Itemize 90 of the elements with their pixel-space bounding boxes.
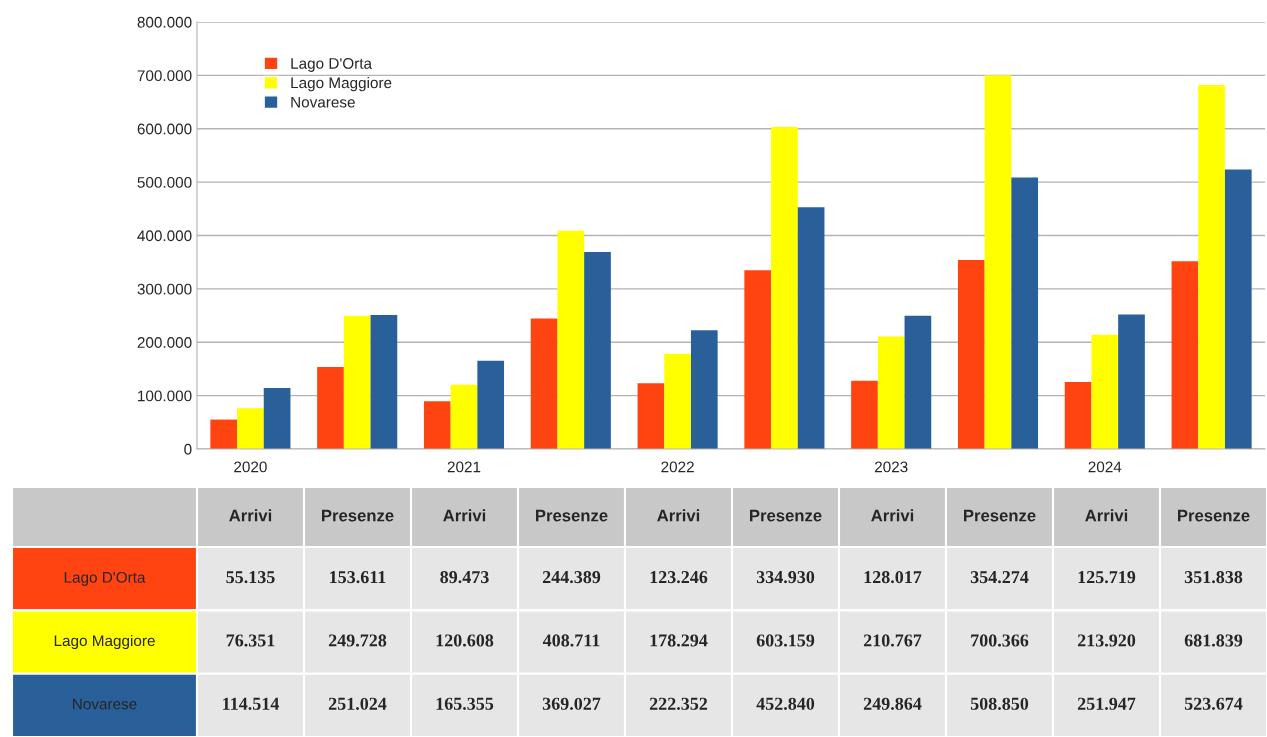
bar <box>744 270 772 449</box>
x-tick-label: Arrivi <box>443 509 486 522</box>
data-label: 210.767 <box>863 634 922 647</box>
data-label: 125.719 <box>1078 571 1136 584</box>
text: 2021 <box>447 461 481 473</box>
bar <box>450 384 478 449</box>
data-label: 354.274 <box>970 571 1029 584</box>
bar <box>343 315 371 449</box>
bar <box>263 387 291 449</box>
data-label: 351.838 <box>1184 571 1243 584</box>
data-label: 114.514 <box>223 697 280 710</box>
x-tick-label: Presenze <box>750 509 822 522</box>
data-label: 76.351 <box>226 634 275 647</box>
text: Novarese <box>73 698 137 710</box>
data-label: 89.473 <box>440 571 489 584</box>
data-label: 681.839 <box>1184 634 1243 647</box>
data-label: 603.159 <box>756 634 815 647</box>
legend-label: Lago D'Orta <box>291 58 373 72</box>
data-label: 165.355 <box>436 697 494 710</box>
text: Lago Maggiore <box>54 634 155 650</box>
data-label: 213.920 <box>1077 634 1136 647</box>
bar <box>877 336 905 449</box>
text: 2023 <box>874 461 908 473</box>
data-label: 123.246 <box>650 571 708 584</box>
data-label: 249.864 <box>863 697 922 710</box>
bar <box>1198 85 1225 449</box>
x-tick-label: Arrivi <box>1085 509 1128 522</box>
bar <box>584 252 611 449</box>
y-tick-label: 700.000 <box>137 70 192 82</box>
bar <box>904 315 932 449</box>
data-label: 334.930 <box>756 571 815 584</box>
x-tick-label: Arrivi <box>657 509 700 522</box>
data-label: 128.017 <box>864 571 922 584</box>
bar <box>1171 261 1199 449</box>
data-label: 178.294 <box>650 634 708 647</box>
bar <box>690 330 718 449</box>
data-label: 153.611 <box>330 571 386 584</box>
x-tick-label: Presenze <box>1178 509 1250 522</box>
bar <box>1011 177 1039 449</box>
bar <box>530 318 558 449</box>
text: 2022 <box>661 461 694 473</box>
text: 2024 <box>1088 461 1122 473</box>
bar <box>637 383 665 449</box>
bar <box>210 419 238 449</box>
data-label: 408.711 <box>542 634 600 647</box>
bar <box>557 230 585 449</box>
x-tick-label: Presenze <box>322 509 394 522</box>
y-tick-label: 400.000 <box>137 230 192 242</box>
x-tick-label: Arrivi <box>229 509 272 522</box>
bar <box>1118 314 1145 449</box>
bar <box>797 207 825 449</box>
bar <box>664 353 691 449</box>
y-tick-label: 600.000 <box>137 123 192 135</box>
x-tick-label: Presenze <box>964 509 1036 522</box>
bar <box>423 401 451 449</box>
data-label: 222.352 <box>649 697 708 710</box>
data-label: 251.947 <box>1077 697 1136 710</box>
y-tick-label: 0 <box>184 443 192 455</box>
y-tick-label: 500.000 <box>137 176 192 188</box>
bar <box>851 380 878 449</box>
data-label: 251.024 <box>328 697 387 710</box>
legend-label: Lago Maggiore <box>291 77 392 92</box>
bar <box>1091 334 1119 449</box>
data-label: 508.850 <box>970 697 1029 710</box>
x-tick-label: Arrivi <box>871 509 914 522</box>
bar <box>370 315 398 449</box>
bar <box>1224 169 1252 449</box>
data-label: 523.674 <box>1184 697 1243 710</box>
data-label: 249.728 <box>328 634 387 647</box>
bar <box>477 360 505 449</box>
text: 2020 <box>234 461 267 473</box>
bar <box>771 127 798 449</box>
data-label: 120.608 <box>436 634 494 647</box>
data-label: 700.366 <box>971 634 1029 647</box>
legend-label: Novarese <box>291 96 355 108</box>
y-tick-label: 800.000 <box>137 16 192 28</box>
data-label: 452.840 <box>756 697 815 710</box>
y-tick-label: 100.000 <box>138 390 192 402</box>
bar <box>957 259 985 449</box>
bar <box>237 408 264 449</box>
text: Lago D'Orta <box>64 571 146 586</box>
y-tick-label: 200.000 <box>137 337 192 348</box>
bar <box>984 75 1012 449</box>
y-tick-label: 300.000 <box>137 283 192 295</box>
data-label: 244.389 <box>542 571 601 584</box>
data-label: 55.135 <box>226 571 275 584</box>
bar <box>317 367 344 449</box>
data-label: 369.027 <box>542 697 601 710</box>
bar <box>1064 381 1092 449</box>
x-tick-label: Presenze <box>536 509 608 522</box>
